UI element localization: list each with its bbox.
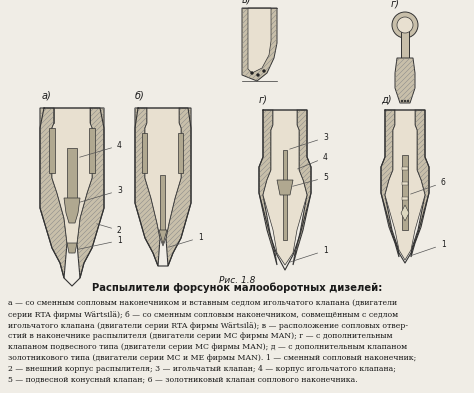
Text: б): б) [135, 90, 145, 100]
Circle shape [250, 72, 254, 75]
Polygon shape [145, 108, 181, 246]
Polygon shape [166, 108, 191, 266]
Text: 3: 3 [80, 186, 122, 202]
Polygon shape [395, 58, 415, 103]
Text: стий в наконечнике распылителя (двигатели серии МС фирмы MAN); г — с дополнитель: стий в наконечнике распылителя (двигател… [8, 332, 392, 340]
Polygon shape [411, 110, 429, 257]
Text: 3: 3 [290, 133, 328, 149]
Bar [143, 133, 147, 173]
Text: 5 — подвесной конусный клапан; 6 — золотниковый клапан соплового наконечника.: 5 — подвесной конусный клапан; 6 — золот… [8, 376, 358, 384]
Circle shape [256, 73, 259, 77]
Polygon shape [263, 110, 307, 265]
Text: 1: 1 [78, 236, 122, 250]
Text: серии RTA фирмы Wärtsilä); б — со сменным сопловым наконечником, совмещённым с с: серии RTA фирмы Wärtsilä); б — со сменны… [8, 311, 398, 319]
Polygon shape [64, 198, 80, 223]
Text: г): г) [391, 0, 400, 9]
Polygon shape [52, 108, 92, 253]
Text: 1: 1 [290, 246, 328, 262]
Polygon shape [77, 108, 104, 278]
Bar [179, 133, 183, 173]
Bar [161, 175, 165, 230]
Polygon shape [40, 108, 67, 278]
Bar [402, 155, 408, 230]
Text: 1: 1 [169, 233, 203, 247]
Polygon shape [248, 8, 271, 73]
Circle shape [263, 70, 265, 72]
Text: 2: 2 [97, 224, 122, 235]
Text: 1: 1 [410, 240, 446, 256]
Text: 5: 5 [292, 173, 328, 186]
Text: 2 — внешний корпус распылителя; 3 — игольчатый клапан; 4 — корпус игольчатого кл: 2 — внешний корпус распылителя; 3 — игол… [8, 365, 396, 373]
Text: Рис. 1.8: Рис. 1.8 [219, 276, 255, 285]
Bar [402, 182, 408, 185]
Text: Распылители форсунок малооборотных дизелей:: Распылители форсунок малооборотных дизел… [92, 283, 382, 293]
Text: 4: 4 [80, 141, 122, 157]
Circle shape [401, 100, 403, 102]
Polygon shape [293, 110, 311, 265]
Polygon shape [385, 110, 425, 260]
Bar [402, 197, 408, 200]
Text: в): в) [242, 0, 252, 5]
Text: а — со сменным сопловым наконечником и вставным седлом игольчатого клапана (двиг: а — со сменным сопловым наконечником и в… [8, 300, 397, 308]
Bar [402, 212, 408, 215]
Polygon shape [401, 205, 409, 221]
Circle shape [407, 100, 409, 102]
Polygon shape [242, 8, 277, 81]
Polygon shape [159, 230, 167, 244]
Polygon shape [135, 108, 160, 266]
Bar [49, 128, 55, 173]
Text: а): а) [42, 90, 52, 100]
Bar [89, 128, 95, 173]
Bar [67, 148, 77, 198]
Text: д): д) [381, 95, 392, 105]
Bar [402, 167, 408, 170]
Text: клапаном подвесного типа (двигатели серии МС фирмы MAN); д — с дополнительным кл: клапаном подвесного типа (двигатели сери… [8, 343, 407, 351]
Polygon shape [277, 180, 293, 195]
Circle shape [397, 17, 413, 33]
Bar [283, 150, 287, 240]
Text: г): г) [259, 95, 268, 105]
Text: 4: 4 [298, 153, 328, 169]
Text: 6: 6 [410, 178, 446, 194]
Polygon shape [259, 110, 277, 265]
Text: золотникового типа (двигатели серии МС и МЕ фирмы MAN). 1 — сменный сопловый нак: золотникового типа (двигатели серии МС и… [8, 354, 416, 362]
Polygon shape [67, 243, 77, 253]
Polygon shape [381, 110, 399, 257]
Bar [401, 28, 409, 58]
Circle shape [392, 12, 418, 38]
Text: игольчатого клапана (двигатели серии RTA фирмы Wärtsilä); в — расположение сопло: игольчатого клапана (двигатели серии RTA… [8, 321, 408, 330]
Circle shape [404, 100, 406, 102]
